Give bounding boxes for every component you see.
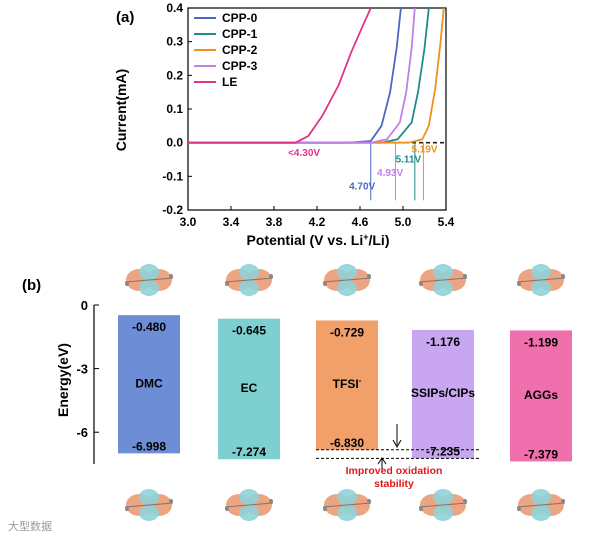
homo-lumo-top-label: -0.729 xyxy=(330,325,364,339)
x-tick-label: 3.0 xyxy=(180,215,197,229)
energy-bar-aggs xyxy=(510,330,572,462)
y-tick-label: 0.2 xyxy=(166,68,183,82)
series-line-le xyxy=(188,7,372,144)
panel-a-x-axis-label: Potential (V vs. Li+/Li) xyxy=(247,232,390,248)
onset-label-cpp-0: 4.70V xyxy=(349,181,375,192)
panel-b-bars: -0.480 -6.998 DMC -0.645 -7.274 EC -0.729 -6.83… xyxy=(118,315,572,462)
orbital-image-bottom-tfsi xyxy=(322,489,372,521)
onset-label-cpp-2: 5.19V xyxy=(411,144,437,155)
panel-a-label: (a) xyxy=(116,9,134,26)
series-line-cpp-2 xyxy=(188,7,445,144)
series-line-cpp-0 xyxy=(188,7,402,144)
homo-lumo-top-label: -1.199 xyxy=(524,335,558,349)
legend-label-cpp-3: CPP-3 xyxy=(222,59,258,73)
energy-tick-label: -6 xyxy=(76,425,88,440)
x-tick-label: 4.2 xyxy=(309,215,326,229)
annotation-arrow-2-head xyxy=(377,457,387,465)
bar-category-label: SSIPs/CIPs xyxy=(411,386,475,400)
energy-bar-dmc xyxy=(118,315,180,454)
bar-category-label: EC xyxy=(241,381,258,395)
orbital-image-top-dmc xyxy=(124,264,174,296)
panel-a-legend: CPP-0 CPP-1 CPP-2 CPP-3 LE xyxy=(194,11,258,89)
onset-label-cpp-1: 5.11V xyxy=(396,155,422,166)
series-line-cpp-3 xyxy=(188,7,416,144)
orbital-image-bottom-ec xyxy=(224,489,274,521)
improved-oxidation-annotation: Improved oxidation stability xyxy=(346,424,443,490)
energy-bar-tfsi xyxy=(316,320,378,450)
homo-lumo-bottom-label: -7.235 xyxy=(426,444,460,458)
homo-lumo-bottom-label: -7.274 xyxy=(232,445,266,459)
onset-label-cpp-3: 4.93V xyxy=(377,168,403,179)
x-tick-label: 3.4 xyxy=(223,215,240,229)
orbital-image-bottom-ssipscips xyxy=(418,489,468,521)
x-tick-label: 4.6 xyxy=(352,215,369,229)
annotation-line1: Improved oxidation xyxy=(346,465,443,477)
energy-tick-label: -3 xyxy=(76,362,88,377)
homo-lumo-top-label: -0.480 xyxy=(132,320,166,334)
orbital-image-bottom-aggs xyxy=(516,489,566,521)
homo-lumo-bottom-label: -6.830 xyxy=(330,436,364,450)
y-tick-label: 0.3 xyxy=(166,35,183,49)
orbital-image-top-ssipscips xyxy=(418,264,468,296)
bar-category-label: DMC xyxy=(135,376,163,390)
annotation-arrow-head xyxy=(392,439,402,449)
y-tick-label: -0.1 xyxy=(162,169,183,183)
panel-b-energy-chart: (b) 0 -3 -6 Energy(eV) -0.480 -6.998 DMC -0.6… xyxy=(8,264,572,533)
orbital-image-top-tfsi xyxy=(322,264,372,296)
y-tick-label: 0.0 xyxy=(166,136,183,150)
orbital-image-top-ec xyxy=(224,264,274,296)
bar-category-label: TFSI- xyxy=(333,376,362,391)
energy-bar-ec xyxy=(218,318,280,460)
panel-b-ticks: 0 -3 -6 xyxy=(76,298,99,440)
onset-label-le: <4.30V xyxy=(288,148,320,159)
panel-b-label: (b) xyxy=(22,277,41,294)
homo-lumo-bottom-label: -6.998 xyxy=(132,439,166,453)
y-tick-label: 0.1 xyxy=(166,102,183,116)
energy-bar-ssipscips xyxy=(412,329,474,459)
x-tick-label: 5.0 xyxy=(395,215,412,229)
homo-lumo-top-label: -0.645 xyxy=(232,324,266,338)
x-tick-label: 3.8 xyxy=(266,215,283,229)
legend-label-le: LE xyxy=(222,75,237,89)
annotation-line2: stability xyxy=(374,478,414,490)
legend-label-cpp-2: CPP-2 xyxy=(222,43,258,57)
orbital-image-bottom-dmc xyxy=(124,489,174,521)
y-tick-label: 0.4 xyxy=(166,1,183,15)
panel-b-y-axis-label: Energy(eV) xyxy=(55,343,71,417)
panel-a-line-chart: (a) 3.0 3.4 3.8 4.2 4.6 5.0 5.4 -0.2 -0.1 0.0 0.1 0… xyxy=(113,1,455,248)
y-tick-label: -0.2 xyxy=(162,203,183,217)
x-tick-label: 5.4 xyxy=(438,215,455,229)
bar-category-label: AGGs xyxy=(524,388,558,402)
orbital-image-top-aggs xyxy=(516,264,566,296)
energy-tick-label: 0 xyxy=(81,298,88,313)
legend-label-cpp-1: CPP-1 xyxy=(222,27,258,41)
panel-b-orbital-images xyxy=(124,264,566,521)
homo-lumo-top-label: -1.176 xyxy=(426,335,460,349)
panel-a-y-axis-label: Current(mA) xyxy=(113,69,129,151)
panel-a-ticks: 3.0 3.4 3.8 4.2 4.6 5.0 5.4 -0.2 -0.1 0.0 0.1 0.2 0.… xyxy=(162,1,454,229)
homo-lumo-bottom-label: -7.379 xyxy=(524,447,558,461)
watermark-text: 大型数据 xyxy=(8,519,52,533)
legend-label-cpp-0: CPP-0 xyxy=(222,11,258,25)
